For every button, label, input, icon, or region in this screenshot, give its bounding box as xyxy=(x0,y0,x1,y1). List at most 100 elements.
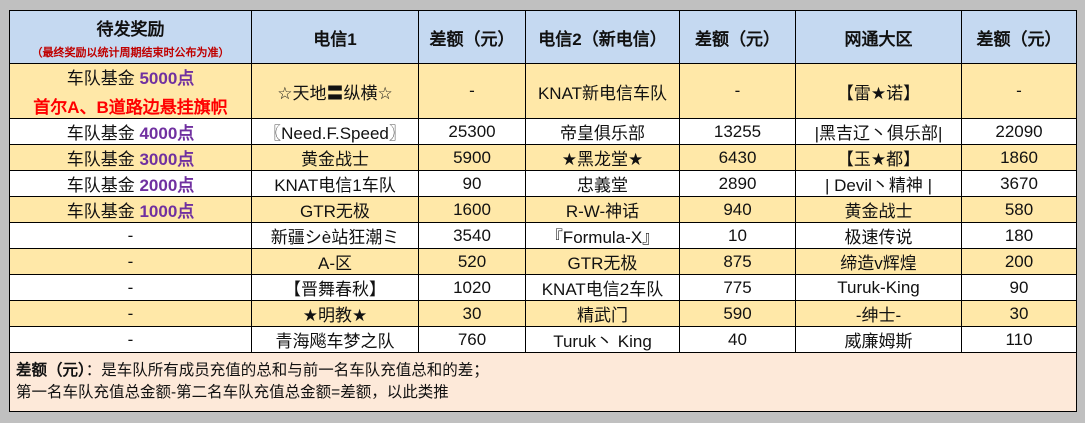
diff-netcom: 1860 xyxy=(961,144,1077,171)
header-diff1: 差额（元） xyxy=(418,10,526,64)
header-diff3: 差额（元） xyxy=(961,10,1077,64)
team-telecom2: Turuk丶 King xyxy=(525,326,680,353)
diff-telecom2: 590 xyxy=(679,300,796,327)
diff-telecom2: 6430 xyxy=(679,144,796,171)
diff-netcom: 30 xyxy=(961,300,1077,327)
diff-netcom: 90 xyxy=(961,274,1077,301)
team-telecom1: ★明教★ xyxy=(251,300,419,327)
header-netcom: 网通大区 xyxy=(795,10,962,64)
diff-telecom2: - xyxy=(679,63,796,119)
header-reward: 待发奖励 （最终奖励以统计周期结束时公布为准） xyxy=(9,10,252,64)
team-netcom: -绅士- xyxy=(795,300,962,327)
diff-telecom1: 3540 xyxy=(418,222,526,249)
reward-points: 1000点 xyxy=(139,202,195,221)
diff-telecom1: 25300 xyxy=(418,118,526,145)
team-netcom: 威廉姆斯 xyxy=(795,326,962,353)
team-telecom1: 新疆シè站狂潮ミ xyxy=(251,222,419,249)
reward-prefix: - xyxy=(127,225,134,245)
diff-netcom: - xyxy=(961,63,1077,119)
team-netcom: Turuk-King xyxy=(795,274,962,301)
team-telecom2: 忠義堂 xyxy=(525,170,680,197)
reward-points: 2000点 xyxy=(139,176,195,195)
team-telecom2: 精武门 xyxy=(525,300,680,327)
team-telecom1: A-区 xyxy=(251,248,419,275)
table-row: 车队基金 1000点 GTR无极 1600 R-W-神话 940 黄金战士 580 xyxy=(9,196,1077,223)
diff-telecom1: 760 xyxy=(418,326,526,353)
team-telecom1: KNAT电信1车队 xyxy=(251,170,419,197)
note-line1-rest: ：是车队所有成员充值的总和与前一名车队充值总和的差； xyxy=(85,362,489,379)
header-telecom1: 电信1 xyxy=(251,10,419,64)
table-row: - 青海飚车梦之队 760 Turuk丶 King 40 威廉姆斯 110 xyxy=(9,326,1077,353)
team-telecom1: 〖Need.F.Speed〗 xyxy=(251,118,419,145)
table-body: 车队基金 5000点 首尔A、B道路边悬挂旗帜 ☆天地〓纵横☆ - KNAT新电信车队 -… xyxy=(9,63,1077,353)
reward-cell: 车队基金 1000点 xyxy=(9,196,252,223)
reward-prefix: 车队基金 xyxy=(66,150,140,169)
team-telecom1: 黄金战士 xyxy=(251,144,419,171)
diff-telecom1: 30 xyxy=(418,300,526,327)
diff-netcom: 110 xyxy=(961,326,1077,353)
diff-netcom: 22090 xyxy=(961,118,1077,145)
diff-netcom: 3670 xyxy=(961,170,1077,197)
diff-telecom2: 2890 xyxy=(679,170,796,197)
team-netcom: 缔造v辉煌 xyxy=(795,248,962,275)
table-row: 车队基金 3000点 黄金战士 5900 ★黑龙堂★ 6430 【玉★都】 1860 xyxy=(9,144,1077,171)
reward-prefix: 车队基金 xyxy=(66,202,140,221)
diff-telecom1: 1020 xyxy=(418,274,526,301)
reward-cell: - xyxy=(9,326,252,353)
team-telecom1: GTR无极 xyxy=(251,196,419,223)
team-netcom: 【玉★都】 xyxy=(795,144,962,171)
table-row: - 【晋舞春秋】 1020 KNAT电信2车队 775 Turuk-King 90 xyxy=(9,274,1077,301)
team-telecom2: KNAT新电信车队 xyxy=(525,63,680,119)
diff-telecom2: 940 xyxy=(679,196,796,223)
table-row: - 新疆シè站狂潮ミ 3540 『Formula-X』 10 极速传说 180 xyxy=(9,222,1077,249)
reward-extra: 首尔A、B道路边悬挂旗帜 xyxy=(33,98,228,117)
diff-telecom1: 1600 xyxy=(418,196,526,223)
team-telecom2: KNAT电信2车队 xyxy=(525,274,680,301)
reward-points: 4000点 xyxy=(139,124,195,143)
table-row: 车队基金 2000点 KNAT电信1车队 90 忠義堂 2890 | Devil丶精神 |… xyxy=(9,170,1077,197)
team-telecom2: 『Formula-X』 xyxy=(525,222,680,249)
diff-telecom2: 875 xyxy=(679,248,796,275)
reward-prefix: 车队基金 xyxy=(66,176,140,195)
team-netcom: 【雷★诺】 xyxy=(795,63,962,119)
note-cell: 差额（元）：是车队所有成员充值的总和与前一名车队充值总和的差； 第一名车队充值总… xyxy=(9,352,1077,412)
reward-prefix: - xyxy=(127,277,134,297)
reward-cell: - xyxy=(9,248,252,275)
table-row: - A-区 520 GTR无极 875 缔造v辉煌 200 xyxy=(9,248,1077,275)
note-line2: 第一名车队充值总金额-第二名车队充值总金额=差额，以此类推 xyxy=(16,384,449,401)
reward-cell: 车队基金 2000点 xyxy=(9,170,252,197)
reward-cell: - xyxy=(9,274,252,301)
header-reward-subtitle: （最终奖励以统计周期结束时公布为准） xyxy=(31,46,230,59)
diff-telecom2: 10 xyxy=(679,222,796,249)
team-netcom: |黑吉辽丶俱乐部| xyxy=(795,118,962,145)
note-row: 差额（元）：是车队所有成员充值的总和与前一名车队充值总和的差； 第一名车队充值总… xyxy=(9,352,1077,412)
reward-points: 5000点 xyxy=(139,69,195,88)
note-line1: 差额（元）：是车队所有成员充值的总和与前一名车队充值总和的差； xyxy=(16,360,1070,382)
table-row: 车队基金 5000点 首尔A、B道路边悬挂旗帜 ☆天地〓纵横☆ - KNAT新电信车队 -… xyxy=(9,63,1077,119)
header-telecom2: 电信2（新电信） xyxy=(525,10,680,64)
header-row: 待发奖励 （最终奖励以统计周期结束时公布为准） 电信1 差额（元） 电信2（新电… xyxy=(9,10,1077,64)
diff-telecom1: 520 xyxy=(418,248,526,275)
team-telecom1: 青海飚车梦之队 xyxy=(251,326,419,353)
diff-telecom1: - xyxy=(418,63,526,119)
table-row: 车队基金 4000点 〖Need.F.Speed〗 25300 帝皇俱乐部 13255 |… xyxy=(9,118,1077,145)
team-telecom2: GTR无极 xyxy=(525,248,680,275)
table-row: - ★明教★ 30 精武门 590 -绅士- 30 xyxy=(9,300,1077,327)
reward-cell: 车队基金 4000点 xyxy=(9,118,252,145)
note-label: 差额（元） xyxy=(16,362,86,379)
team-telecom2: ★黑龙堂★ xyxy=(525,144,680,171)
team-netcom: | Devil丶精神 | xyxy=(795,170,962,197)
team-netcom: 极速传说 xyxy=(795,222,962,249)
reward-table: 待发奖励 （最终奖励以统计周期结束时公布为准） 电信1 差额（元） 电信2（新电… xyxy=(9,10,1077,412)
diff-telecom2: 775 xyxy=(679,274,796,301)
diff-telecom2: 40 xyxy=(679,326,796,353)
reward-cell: - xyxy=(9,300,252,327)
diff-telecom1: 90 xyxy=(418,170,526,197)
reward-cell: 车队基金 5000点首尔A、B道路边悬挂旗帜 xyxy=(9,63,252,119)
team-telecom1: 【晋舞春秋】 xyxy=(251,274,419,301)
reward-prefix: 车队基金 xyxy=(66,124,140,143)
diff-netcom: 180 xyxy=(961,222,1077,249)
reward-prefix: 车队基金 xyxy=(66,69,140,88)
team-telecom2: R-W-神话 xyxy=(525,196,680,223)
diff-netcom: 580 xyxy=(961,196,1077,223)
